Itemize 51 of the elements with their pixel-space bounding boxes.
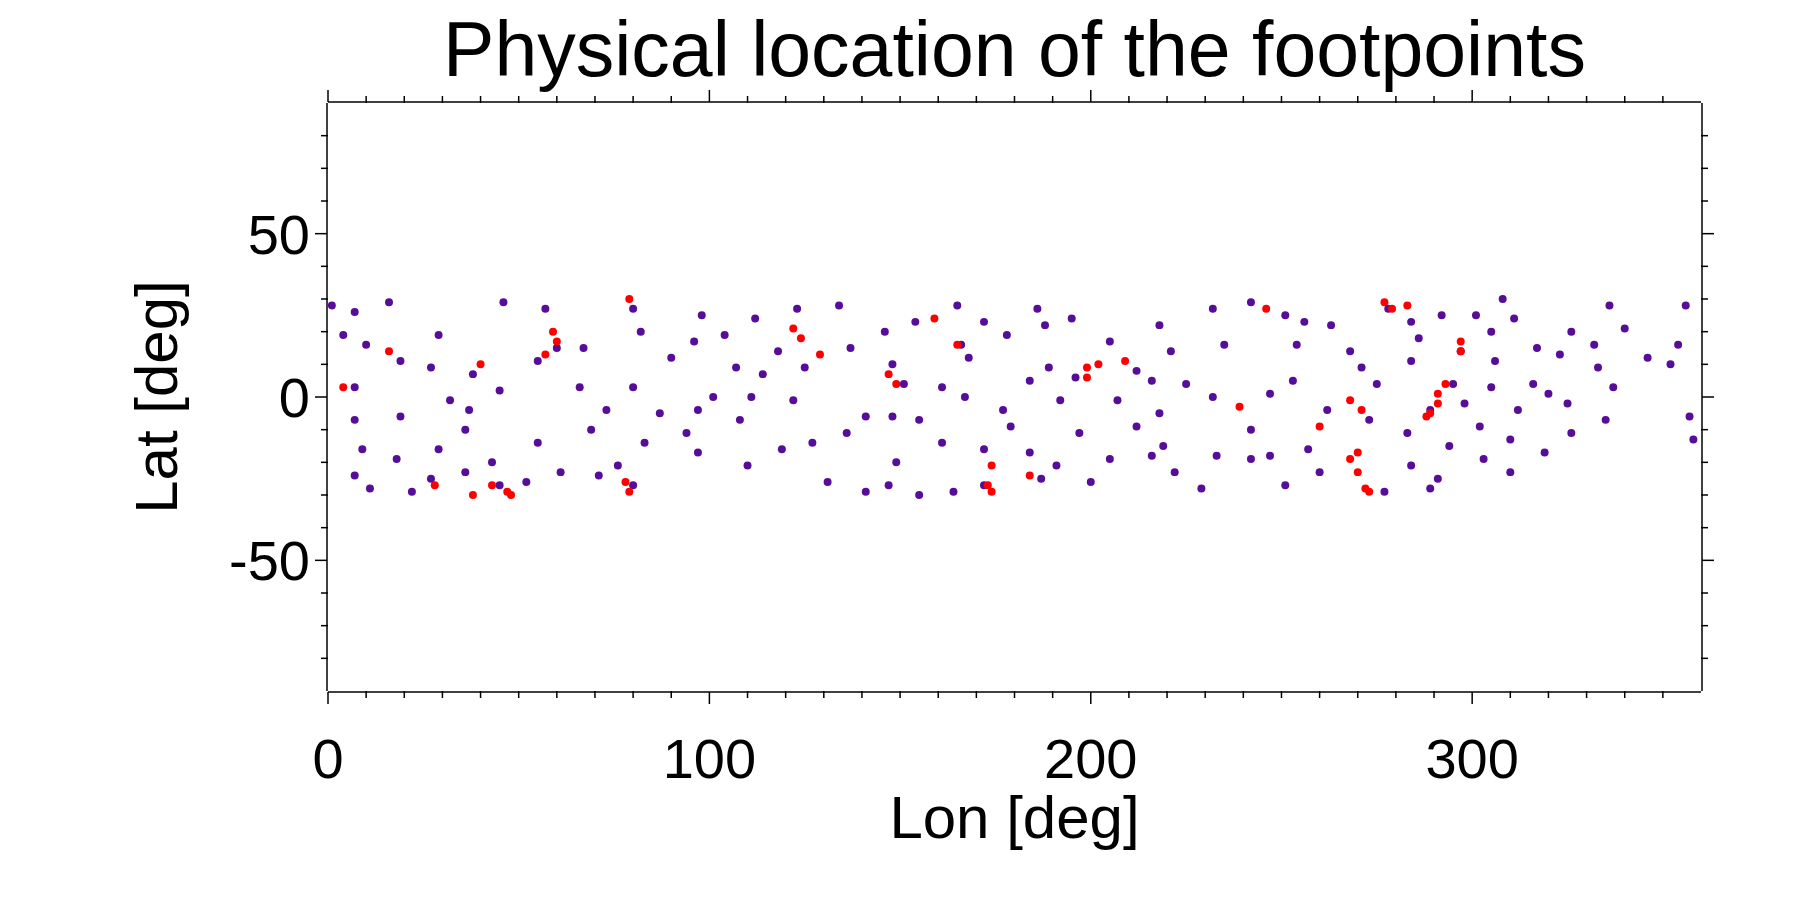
y-tick-label: 50 [247,202,310,266]
y-tick-label: -50 [229,529,310,593]
point [468,491,477,499]
point [507,491,516,499]
point [1365,487,1374,496]
point [892,379,901,388]
point [1353,468,1362,477]
point [1094,360,1103,369]
point [488,481,496,490]
point [1441,379,1450,388]
point [621,477,630,486]
y-axis-title: Lat [deg] [122,280,190,514]
point [385,347,394,356]
point [1235,402,1244,411]
point [789,324,798,333]
point [552,337,561,346]
point [1082,363,1091,372]
x-tick-label: 300 [1425,726,1519,790]
point [549,327,558,336]
point [1121,357,1130,366]
point [1388,304,1397,313]
point [1380,298,1389,307]
point [541,350,550,359]
point [1433,389,1442,398]
point [884,370,893,379]
point [1315,422,1324,431]
point [930,314,939,323]
point [983,481,992,490]
point [1346,455,1355,464]
point [796,334,805,343]
point [1025,471,1034,480]
x-tick-label: 100 [662,726,757,790]
point [430,481,439,490]
point [953,340,962,349]
y-tick-label: 0 [278,366,310,430]
point [816,350,824,359]
point [1357,406,1366,415]
point [1403,301,1412,310]
point [1346,396,1355,405]
point [339,383,348,392]
point [1433,399,1442,408]
point [1353,448,1362,457]
point [625,487,634,496]
point [625,295,634,303]
point [1082,373,1091,382]
point [1456,337,1465,346]
point [987,461,996,470]
point [987,487,996,496]
point [1262,304,1271,313]
point [476,360,485,369]
chart-title: Physical location of the footpoints [442,5,1587,94]
